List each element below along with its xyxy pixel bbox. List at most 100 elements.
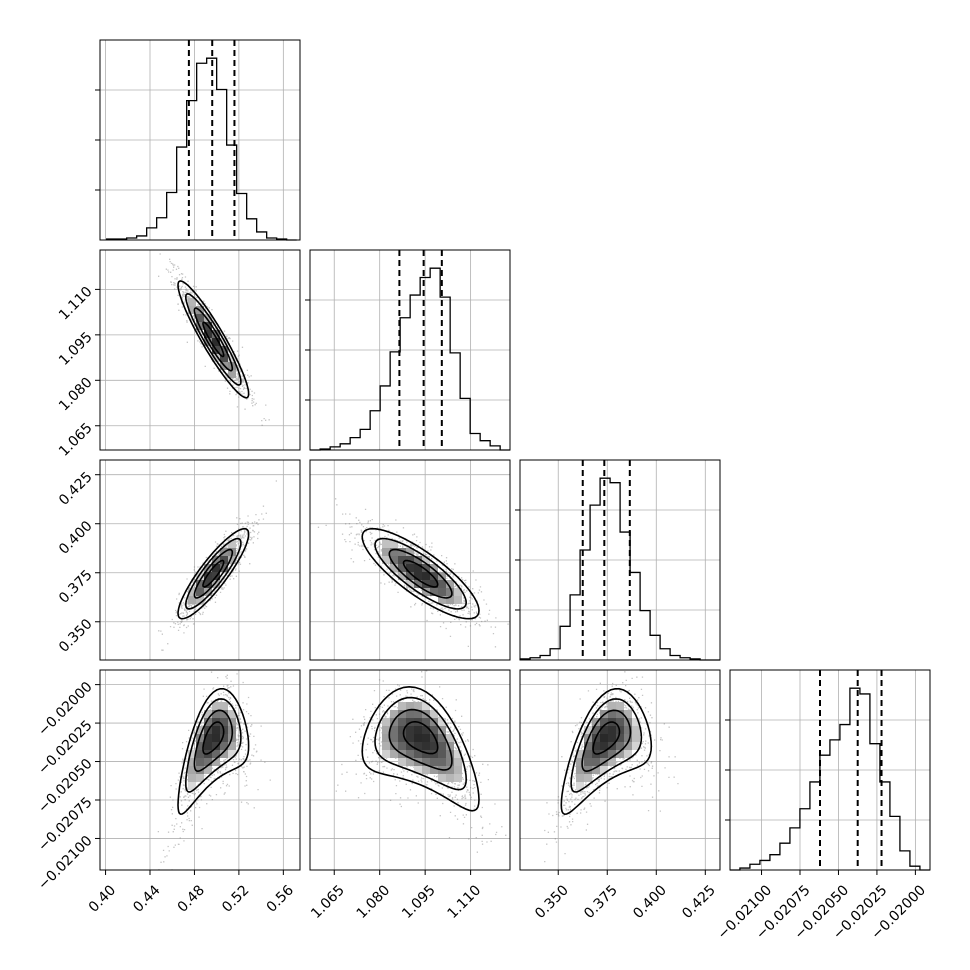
x-tick-label: 1.110 <box>445 882 485 922</box>
y-tick-label: 1.095 <box>56 329 96 369</box>
density-cell <box>228 354 236 362</box>
density-cell <box>430 758 438 766</box>
density-cell <box>228 540 236 548</box>
density-cell <box>204 330 212 338</box>
density-cell <box>188 766 196 774</box>
hist-panel-p3 <box>725 669 931 871</box>
density-cell <box>430 742 438 750</box>
density-cell <box>204 742 212 750</box>
density-cell <box>382 548 390 556</box>
density-cell <box>438 718 446 726</box>
x-tick-label: 0.44 <box>130 882 163 915</box>
y-tick-label: 0.400 <box>56 518 96 558</box>
density-cell <box>438 596 446 604</box>
density-cell <box>212 564 220 572</box>
contour-line <box>388 708 453 771</box>
density-cell <box>220 346 228 354</box>
density-cell <box>414 556 422 564</box>
contour-line <box>202 321 225 358</box>
density-cell <box>212 580 220 588</box>
density-cell <box>438 726 446 734</box>
density-cell <box>446 774 454 782</box>
density-cell <box>446 758 454 766</box>
density-cell <box>422 702 430 710</box>
contour-line <box>184 698 242 793</box>
panel-frame <box>519 459 721 661</box>
density-cell <box>632 742 640 750</box>
density-cell <box>382 726 390 734</box>
contour-line <box>388 548 453 599</box>
density-cell <box>212 330 220 338</box>
density-cell <box>600 742 608 750</box>
density-cell <box>430 572 438 580</box>
density-cell <box>228 750 236 758</box>
panel-frame <box>99 249 301 451</box>
density-cell <box>430 710 438 718</box>
density-cell <box>422 734 430 742</box>
density-cell <box>422 758 430 766</box>
density-cell <box>204 572 212 580</box>
density-cell <box>414 734 422 742</box>
density-cell <box>430 734 438 742</box>
density-cell <box>414 742 422 750</box>
density-cell <box>406 572 414 580</box>
density-cell <box>632 718 640 726</box>
density-cell <box>196 758 204 766</box>
panel-frame <box>309 459 511 661</box>
density-cell <box>414 564 422 572</box>
density-cell <box>600 750 608 758</box>
density-cell <box>406 702 414 710</box>
density-cell <box>576 750 584 758</box>
density-cell <box>414 710 422 718</box>
contour-line <box>560 688 653 816</box>
density-cell <box>438 588 446 596</box>
density-cell <box>624 742 632 750</box>
scatter-panel-p0-p3 <box>99 669 301 871</box>
histogram-step <box>519 477 721 661</box>
density-cell <box>584 766 592 774</box>
density-cell <box>624 734 632 742</box>
y-tick-label: 0.350 <box>56 616 96 656</box>
density-cell <box>592 718 600 726</box>
density-cell <box>204 766 212 774</box>
scatter-panel-p2-p3 <box>519 669 721 871</box>
density-cell <box>212 354 220 362</box>
density-cell <box>616 750 624 758</box>
density-cell <box>196 596 204 604</box>
hist-panel-p1 <box>305 249 511 451</box>
density-cell <box>390 726 398 734</box>
density-cell <box>406 556 414 564</box>
density-cell <box>616 734 624 742</box>
contour-line <box>374 537 468 610</box>
density-cell <box>212 726 220 734</box>
density-cell <box>398 548 406 556</box>
x-tick-label: 0.350 <box>532 882 572 922</box>
density-cell <box>608 726 616 734</box>
x-tick-label: 0.56 <box>264 882 297 915</box>
density-cell <box>204 314 212 322</box>
contour-line <box>184 292 242 386</box>
density-cell <box>624 726 632 734</box>
density-cell <box>212 702 220 710</box>
contour-line <box>177 280 250 399</box>
density-cell <box>196 314 204 322</box>
density-cell <box>188 596 196 604</box>
density-cell <box>398 702 406 710</box>
density-cell <box>228 718 236 726</box>
density-cell <box>446 766 454 774</box>
density-cell <box>454 596 462 604</box>
density-cell <box>422 718 430 726</box>
density-cell <box>390 710 398 718</box>
contour-line <box>177 527 250 620</box>
density-cell <box>430 580 438 588</box>
density-cell <box>600 718 608 726</box>
density-cell <box>228 710 236 718</box>
density-cell <box>608 702 616 710</box>
density-cell <box>608 710 616 718</box>
density-cell <box>592 758 600 766</box>
density-cell <box>414 580 422 588</box>
density-cell <box>584 742 592 750</box>
density-cell <box>600 766 608 774</box>
density-cell <box>406 548 414 556</box>
density-cell <box>196 580 204 588</box>
